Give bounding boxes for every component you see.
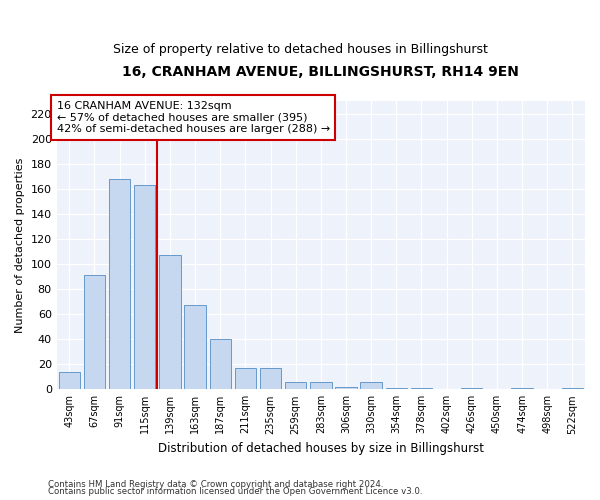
- Bar: [310, 382, 332, 390]
- Bar: [461, 388, 482, 390]
- Bar: [184, 306, 206, 390]
- Text: Size of property relative to detached houses in Billingshurst: Size of property relative to detached ho…: [113, 42, 487, 56]
- Y-axis label: Number of detached properties: Number of detached properties: [15, 158, 25, 333]
- X-axis label: Distribution of detached houses by size in Billingshurst: Distribution of detached houses by size …: [158, 442, 484, 455]
- Bar: [285, 382, 307, 390]
- Text: 16 CRANHAM AVENUE: 132sqm
← 57% of detached houses are smaller (395)
42% of semi: 16 CRANHAM AVENUE: 132sqm ← 57% of detac…: [56, 101, 330, 134]
- Bar: [109, 178, 130, 390]
- Bar: [562, 388, 583, 390]
- Bar: [134, 185, 155, 390]
- Bar: [84, 275, 105, 390]
- Text: Contains public sector information licensed under the Open Government Licence v3: Contains public sector information licen…: [48, 488, 422, 496]
- Bar: [209, 339, 231, 390]
- Bar: [361, 382, 382, 390]
- Bar: [386, 388, 407, 390]
- Text: Contains HM Land Registry data © Crown copyright and database right 2024.: Contains HM Land Registry data © Crown c…: [48, 480, 383, 489]
- Bar: [335, 387, 356, 390]
- Title: 16, CRANHAM AVENUE, BILLINGSHURST, RH14 9EN: 16, CRANHAM AVENUE, BILLINGSHURST, RH14 …: [122, 65, 519, 79]
- Bar: [260, 368, 281, 390]
- Bar: [159, 255, 181, 390]
- Bar: [411, 388, 432, 390]
- Bar: [511, 388, 533, 390]
- Bar: [59, 372, 80, 390]
- Bar: [235, 368, 256, 390]
